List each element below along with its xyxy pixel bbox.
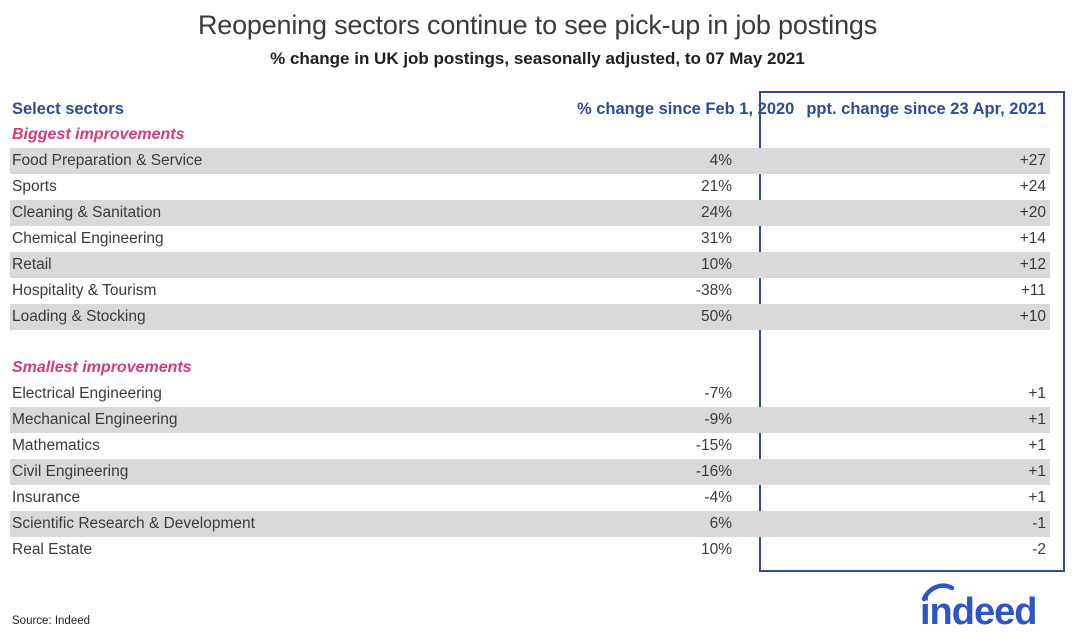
- pct-change-value: 31%: [700, 230, 732, 247]
- sector-name: Civil Engineering: [12, 463, 129, 480]
- pct-change-value: -7%: [704, 385, 732, 402]
- ppt-change-value: +11: [1020, 282, 1046, 299]
- sector-name: Sports: [12, 178, 57, 195]
- pct-change-value: 4%: [709, 152, 732, 169]
- ppt-change-value: +1: [1028, 385, 1046, 402]
- page-title: Reopening sectors continue to see pick-u…: [197, 10, 878, 40]
- ppt-change-value: +27: [1019, 152, 1046, 169]
- sector-name: Mathematics: [12, 437, 100, 454]
- pct-change-value: -38%: [695, 282, 732, 299]
- chart-header: Reopening sectors continue to see pick-u…: [0, 0, 1075, 70]
- sector-name: Chemical Engineering: [12, 230, 164, 247]
- table-row: Electrical Engineering -7% +1: [10, 381, 1050, 407]
- table-row: Civil Engineering -16% +1: [10, 459, 1050, 485]
- ppt-change-value: +12: [1019, 256, 1046, 273]
- svg-text:indeed: indeed: [920, 591, 1036, 630]
- table-row: Scientific Research & Development 6% -1: [10, 511, 1050, 537]
- ppt-change-value: +1: [1028, 437, 1046, 454]
- table-row: Real Estate 10% -2: [10, 537, 1050, 563]
- sector-name: Food Preparation & Service: [12, 152, 203, 169]
- ppt-change-value: +24: [1019, 178, 1046, 195]
- ppt-change-value: +20: [1019, 204, 1046, 221]
- sector-name: Insurance: [12, 489, 81, 506]
- table-row: Mathematics -15% +1: [10, 433, 1050, 459]
- table-header-row: Select sectors % change since Feb 1, 202…: [10, 96, 1050, 122]
- section-rows-smallest-improvements: Electrical Engineering -7% +1 Mechanical En…: [10, 381, 1065, 563]
- sector-name: Retail: [12, 256, 52, 273]
- sector-name: Loading & Stocking: [12, 308, 146, 325]
- sector-name: Scientific Research & Development: [12, 515, 255, 532]
- pct-change-value: -4%: [704, 489, 732, 506]
- page-subtitle: % change in UK job postings, seasonally …: [270, 49, 805, 68]
- pct-change-value: 10%: [700, 541, 732, 558]
- ppt-change-value: +14: [1019, 230, 1046, 247]
- sector-name: Cleaning & Sanitation: [12, 204, 162, 221]
- sector-name: Real Estate: [12, 541, 93, 558]
- column-header-sector: Select sectors: [12, 99, 124, 118]
- ppt-change-value: +1: [1028, 463, 1046, 480]
- sector-name: Hospitality & Tourism: [12, 282, 157, 299]
- ppt-change-value: +1: [1028, 489, 1046, 506]
- ppt-change-value: +10: [1019, 308, 1046, 325]
- ppt-change-value: -2: [1032, 541, 1046, 558]
- sector-name: Electrical Engineering: [12, 385, 162, 402]
- pct-change-value: -9%: [704, 411, 732, 428]
- table-row: Chemical Engineering 31% +14: [10, 226, 1050, 252]
- source-note: Source: Indeed: [12, 615, 91, 627]
- pct-change-value: -15%: [695, 437, 732, 454]
- column-header-pct-change: % change since Feb 1, 2020: [577, 99, 795, 118]
- section-label-smallest-improvements: Smallest improvements: [12, 359, 192, 376]
- column-header-ppt-change: ppt. change since 23 Apr, 2021: [806, 99, 1046, 118]
- pct-change-value: 10%: [700, 256, 732, 273]
- table-row: Loading & Stocking 50% +10: [10, 304, 1050, 330]
- pct-change-value: 24%: [700, 204, 732, 221]
- indeed-logo-arc-icon: [921, 583, 955, 602]
- ppt-change-value: -1: [1032, 515, 1046, 532]
- indeed-logo: indeed: [919, 580, 1065, 635]
- sector-table: Select sectors % change since Feb 1, 202…: [10, 96, 1065, 563]
- pct-change-value: 50%: [700, 308, 732, 325]
- pct-change-value: 21%: [700, 178, 732, 195]
- table-row: Food Preparation & Service 4% +27: [10, 148, 1050, 174]
- table-row: Retail 10% +12: [10, 252, 1050, 278]
- table-row: Cleaning & Sanitation 24% +20: [10, 200, 1050, 226]
- table-row: Hospitality & Tourism -38% +11: [10, 278, 1050, 304]
- section-rows-biggest-improvements: Food Preparation & Service 4% +27 Sports 21%…: [10, 148, 1065, 330]
- sector-name: Mechanical Engineering: [12, 411, 178, 428]
- pct-change-value: -16%: [695, 463, 732, 480]
- pct-change-value: 6%: [709, 515, 732, 532]
- table-row: Mechanical Engineering -9% +1: [10, 407, 1050, 433]
- ppt-change-value: +1: [1028, 411, 1046, 428]
- table-row: Insurance -4% +1: [10, 485, 1050, 511]
- section-label-biggest-improvements: Biggest improvements: [12, 126, 185, 143]
- table-row: Sports 21% +24: [10, 174, 1050, 200]
